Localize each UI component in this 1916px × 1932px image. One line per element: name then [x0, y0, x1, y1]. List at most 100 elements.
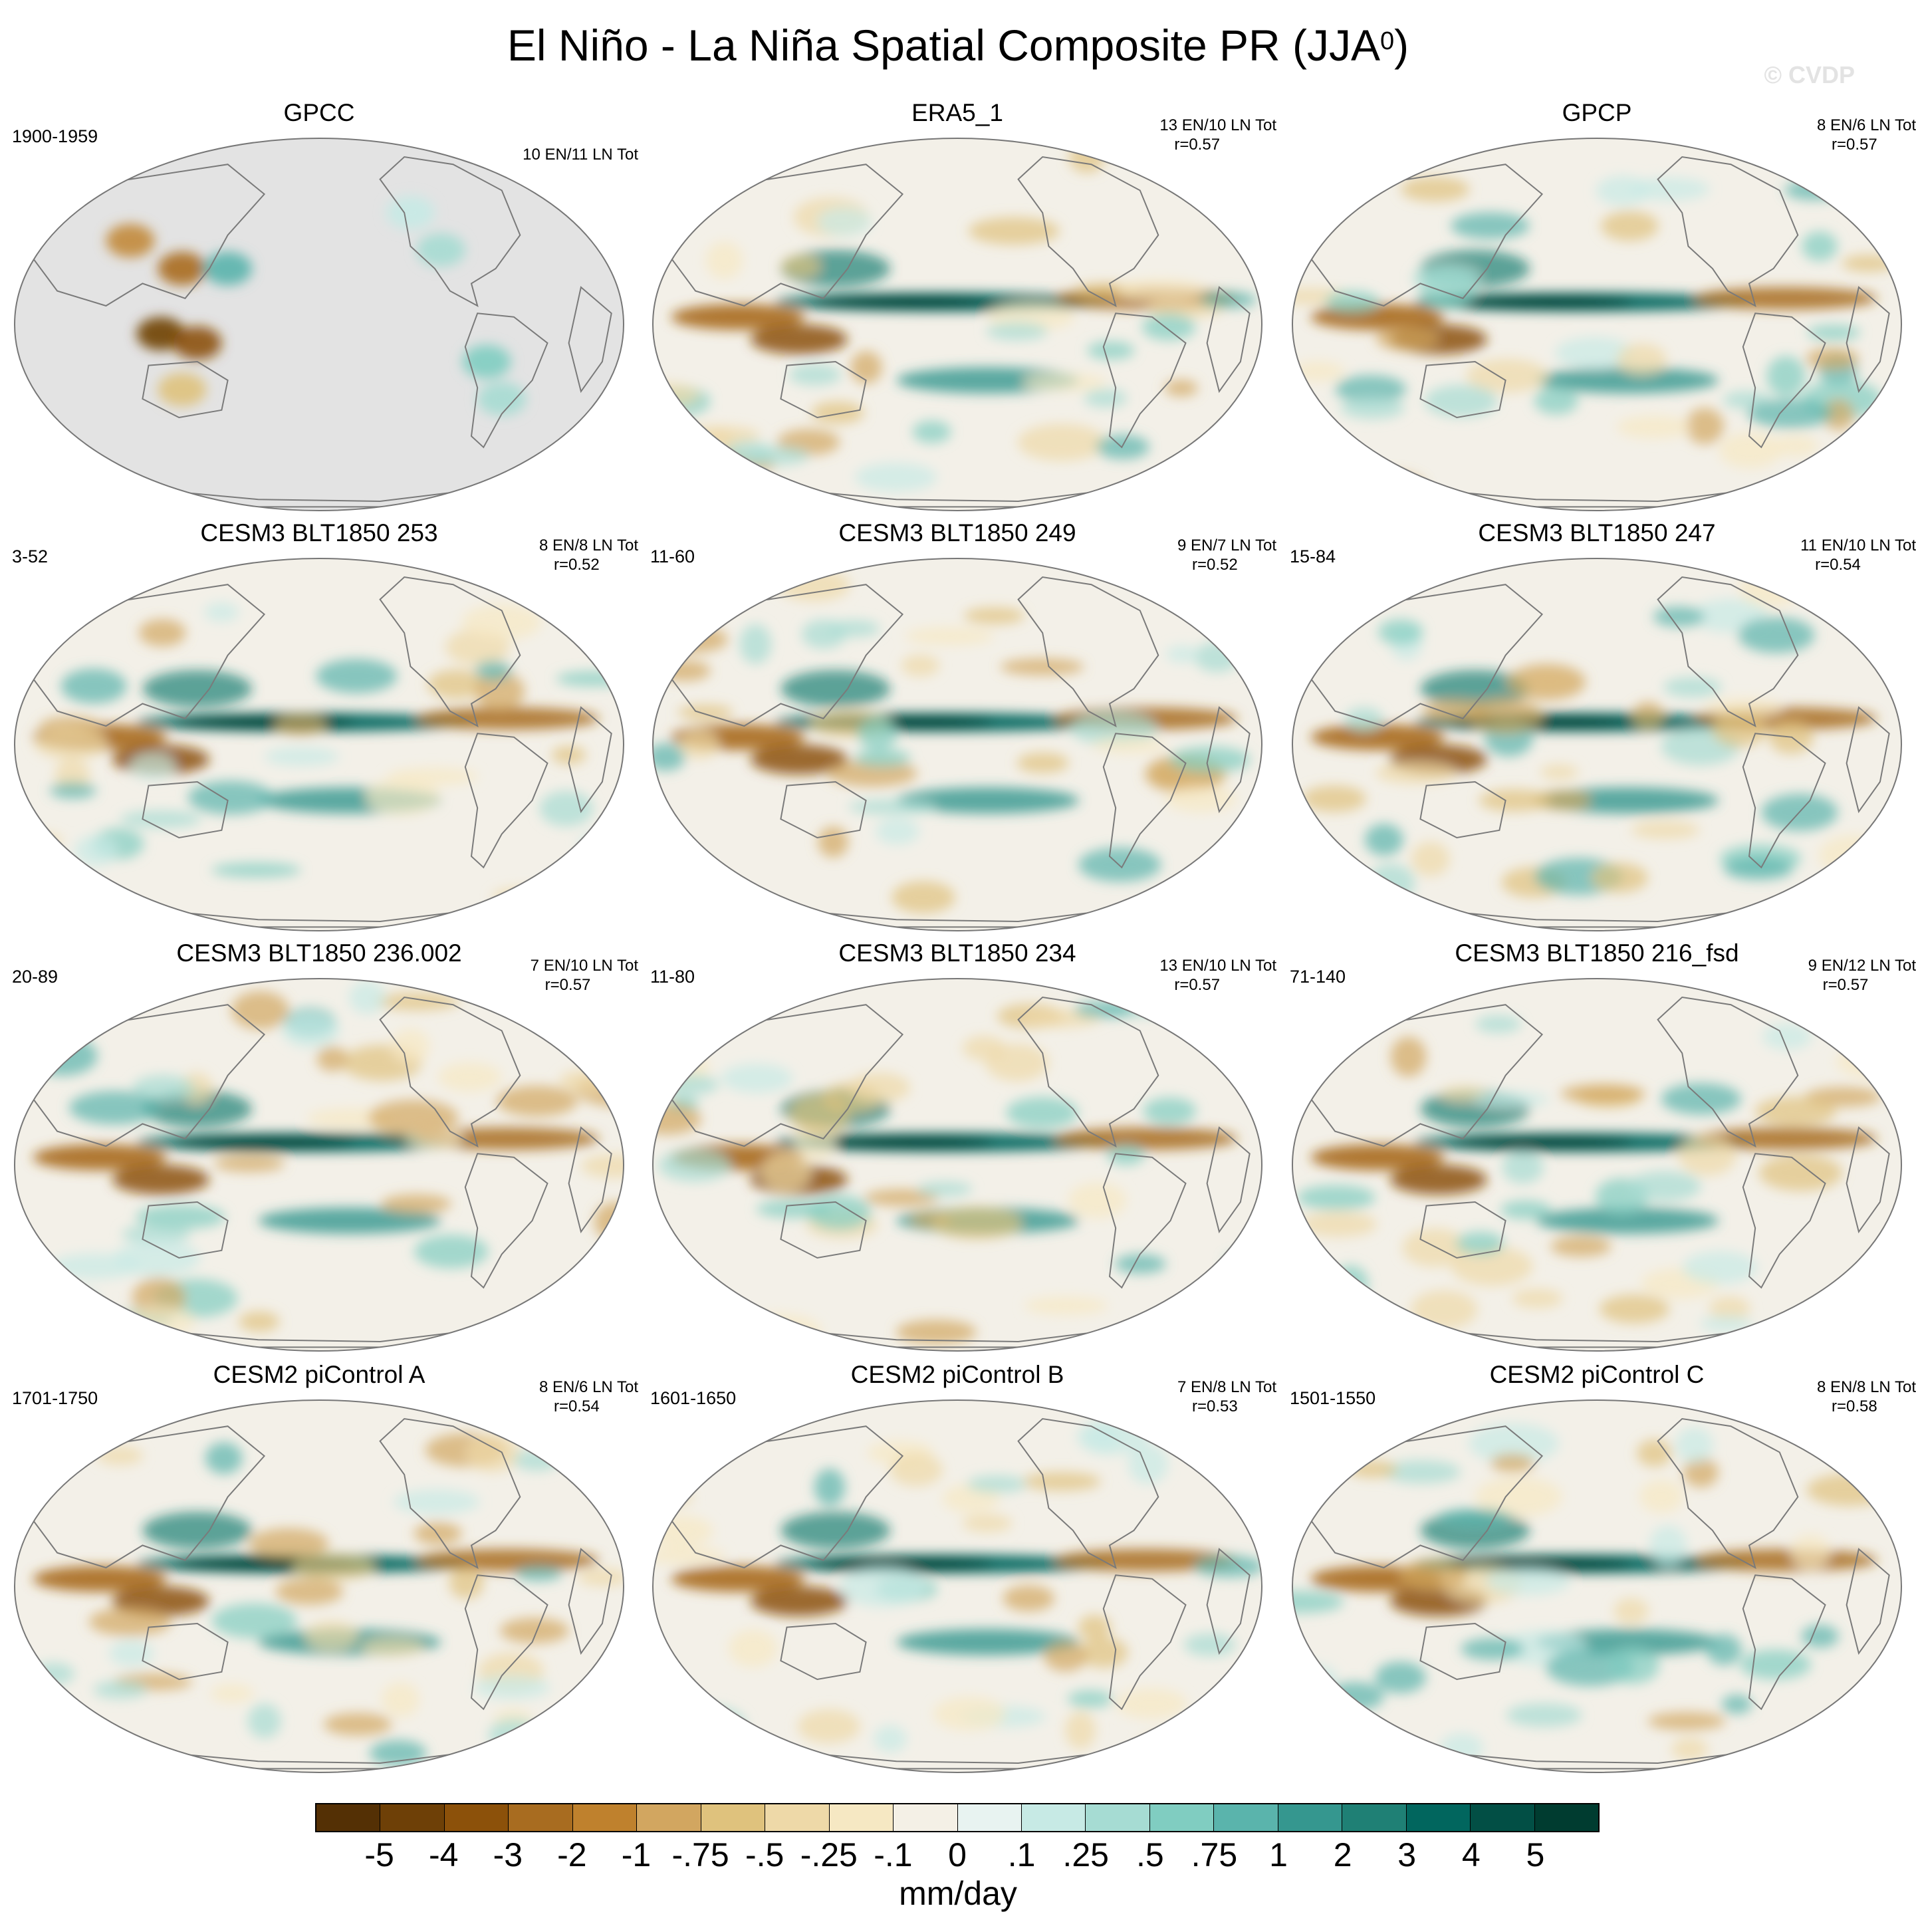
panel-stats: 8 EN/6 LN Tot r=0.57: [1817, 116, 1916, 154]
precip-anomaly-patch: [390, 1028, 430, 1064]
precip-anomaly-patch: [1502, 1151, 1544, 1184]
precip-anomaly-patch: [386, 195, 435, 230]
precip-anomaly-patch: [1632, 701, 1664, 729]
precip-anomaly-patch: [1807, 324, 1861, 340]
precip-anomaly-patch: [1000, 658, 1084, 675]
precip-anomaly-patch: [901, 654, 940, 677]
precip-anomaly-patch: [1762, 1023, 1812, 1050]
panel-period: 1900-1959: [12, 126, 98, 146]
panel-period: 11-60: [650, 546, 695, 566]
precip-anomaly-patch: [49, 782, 96, 799]
precip-anomaly-patch: [1128, 1443, 1169, 1485]
map-border: [652, 978, 1262, 1352]
precip-anomaly-patch: [1068, 1182, 1127, 1219]
precip-anomaly-patch: [912, 420, 951, 443]
panel-pattern-correlation: r=0.52: [554, 556, 600, 574]
precip-anomaly-patch: [68, 1090, 161, 1125]
precip-anomaly-patch: [93, 1680, 148, 1699]
precip-anomaly-patch: [668, 1705, 747, 1745]
precip-anomaly-patch: [1600, 211, 1659, 241]
precip-anomaly-patch: [1376, 326, 1440, 351]
precip-anomaly-patch: [1614, 1598, 1649, 1624]
precip-anomaly-patch: [662, 1074, 719, 1096]
precip-anomaly-patch: [1300, 1211, 1377, 1237]
panel-title: GPCP: [1562, 99, 1632, 126]
precip-anomaly-patch: [1135, 1735, 1179, 1769]
composite-map: [1292, 978, 1902, 1352]
west-pacific-dry-band: [33, 1566, 167, 1592]
atlantic-dry-band: [1694, 287, 1877, 310]
coastline: [1846, 286, 1890, 394]
precip-anomaly-patch: [1006, 1097, 1078, 1129]
precip-anomaly-patch: [1326, 1682, 1384, 1711]
precip-anomaly-patch: [739, 624, 772, 664]
map-panel: ERA5_1 13 EN/10 LN Tot r=0.57: [638, 98, 1276, 521]
panel-period: 3-52: [12, 546, 49, 566]
precip-anomaly-patch: [653, 1465, 687, 1501]
precip-anomaly-patch: [1806, 1473, 1891, 1507]
precip-anomaly-patch: [187, 781, 274, 815]
panel-title: CESM3 BLT1850 234: [838, 939, 1076, 967]
coastline: [1846, 1126, 1890, 1234]
composite-map: [14, 1399, 624, 1773]
coastline: [1742, 733, 1826, 869]
panel-event-counts: 10 EN/11 LN Tot: [523, 146, 638, 164]
precip-anomaly-patch: [673, 573, 743, 613]
precip-anomaly-patch: [136, 316, 185, 351]
precip-anomaly-patch: [477, 382, 527, 416]
panel-title: CESM3 BLT1850 236.002: [176, 939, 462, 967]
coastline: [780, 1622, 867, 1681]
coastline: [1846, 706, 1890, 814]
coastline: [1304, 1425, 1544, 1569]
precip-anomaly-patch: [360, 1637, 424, 1657]
precip-anomaly-patch: [1637, 1439, 1672, 1467]
composite-map: [652, 138, 1262, 511]
panel-pattern-correlation: r=0.54: [1815, 556, 1861, 574]
precip-anomaly-patch: [1183, 1633, 1236, 1657]
precip-anomaly-patch: [1801, 1624, 1839, 1648]
precip-anomaly-patch: [1468, 698, 1543, 734]
atlantic-dry-band: [416, 1128, 600, 1150]
precip-anomaly-patch: [1078, 1614, 1112, 1640]
panel-period: 15-84: [1290, 546, 1336, 566]
panel-event-counts: 8 EN/8 LN Tot: [539, 537, 638, 554]
precip-anomaly-patch: [1292, 1663, 1338, 1690]
west-pacific-dry-band: [671, 304, 805, 330]
precip-anomaly-patch: [1313, 1308, 1396, 1335]
maritime-dry-patch: [750, 1586, 848, 1616]
precip-anomaly-patch: [499, 1618, 570, 1643]
precip-anomaly-patch: [473, 1675, 550, 1699]
panel-title: CESM2 piControl B: [850, 1361, 1064, 1388]
precip-anomaly-patch: [34, 726, 108, 760]
colorbar-tick-label: -4: [428, 1836, 459, 1873]
tropical-wet-band-core: [811, 297, 994, 308]
maritime-dry-patch: [1389, 1165, 1488, 1195]
map-border: [14, 138, 624, 511]
precip-anomaly-patch: [15, 630, 42, 646]
precip-anomaly-patch: [120, 810, 202, 828]
precip-anomaly-patch: [210, 1684, 254, 1703]
map-border: [1292, 1399, 1902, 1773]
precip-anomaly-patch: [1411, 842, 1450, 877]
precip-anomaly-patch: [1422, 700, 1488, 721]
precip-anomaly-patch: [1078, 847, 1161, 882]
colorbar-tick-label: 5: [1526, 1836, 1545, 1873]
precip-anomaly-patch: [875, 818, 920, 845]
precip-anomaly-patch: [238, 1311, 280, 1332]
precip-anomaly-patch: [577, 1568, 624, 1587]
precip-anomaly-patch: [1784, 180, 1842, 201]
precip-anomaly-patch: [1410, 1290, 1478, 1330]
precip-anomaly-patch: [1335, 375, 1407, 404]
precip-anomaly-patch: [1044, 1642, 1087, 1672]
precip-anomaly-patch: [890, 1453, 943, 1487]
coastline: [379, 1417, 521, 1569]
precip-anomaly-patch: [281, 1013, 340, 1048]
precip-anomaly-patch: [491, 887, 561, 906]
coastline: [1304, 584, 1544, 727]
colorbar-swatch: [957, 1804, 1022, 1831]
precip-anomaly-patch: [465, 1433, 520, 1473]
colorbar-tick-label: .75: [1191, 1836, 1238, 1873]
panel-title: CESM3 BLT1850 249: [838, 519, 1076, 546]
panel-period: 1701-1750: [12, 1388, 98, 1408]
panel-title: CESM3 BLT1850 216_fsd: [1455, 939, 1739, 967]
